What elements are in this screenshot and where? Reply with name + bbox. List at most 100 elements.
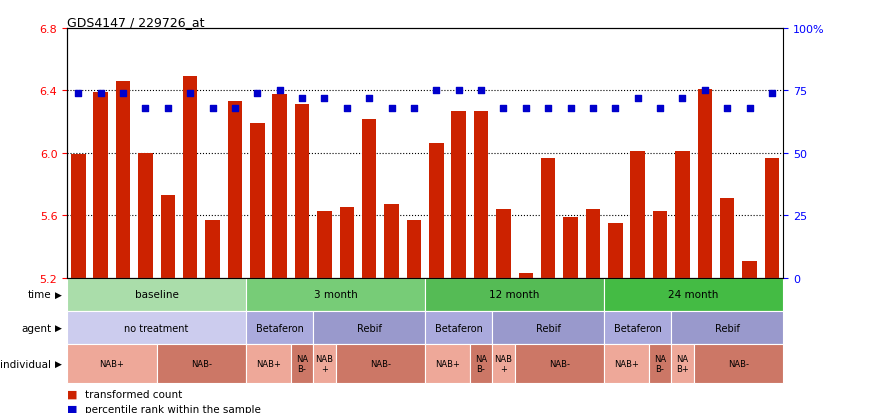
Bar	[451, 112, 466, 278]
Bar	[648, 344, 670, 383]
Bar	[763, 158, 779, 278]
Text: NA
B-: NA B-	[296, 354, 308, 373]
Text: NAB+: NAB+	[434, 359, 460, 368]
Bar	[607, 223, 622, 278]
Point	[697, 88, 712, 95]
Text: no treatment: no treatment	[124, 323, 189, 333]
Point	[406, 105, 420, 112]
Bar	[540, 158, 555, 278]
Text: transformed count: transformed count	[85, 389, 182, 399]
Text: Rebif: Rebif	[714, 323, 738, 333]
Point	[182, 90, 197, 97]
Point	[138, 105, 152, 112]
Point	[272, 88, 286, 95]
Bar	[719, 199, 734, 278]
Point	[674, 95, 688, 102]
Bar	[313, 311, 425, 344]
Text: NAB
+: NAB +	[493, 354, 512, 373]
Bar	[406, 221, 421, 278]
Bar	[693, 344, 782, 383]
Bar	[428, 144, 443, 278]
Bar	[335, 344, 425, 383]
Bar	[603, 344, 648, 383]
Text: NAB-: NAB-	[727, 359, 748, 368]
Text: Rebif: Rebif	[357, 323, 381, 333]
Point	[495, 105, 510, 112]
Point	[474, 88, 488, 95]
Bar	[246, 344, 291, 383]
Point	[451, 88, 465, 95]
Bar	[205, 221, 220, 278]
Bar	[67, 344, 156, 383]
Point	[741, 105, 755, 112]
Point	[205, 105, 219, 112]
Text: Betaferon: Betaferon	[613, 323, 661, 333]
Text: Rebif: Rebif	[536, 323, 560, 333]
Text: ■: ■	[67, 404, 78, 413]
Point	[94, 90, 107, 97]
Point	[763, 90, 778, 97]
Point	[608, 105, 622, 112]
Text: 3 month: 3 month	[314, 290, 357, 300]
Bar	[469, 344, 492, 383]
Bar	[156, 344, 246, 383]
Text: percentile rank within the sample: percentile rank within the sample	[85, 404, 261, 413]
Text: NAB+: NAB+	[256, 359, 281, 368]
Bar	[603, 311, 670, 344]
Text: ▶: ▶	[55, 290, 62, 299]
Bar	[339, 208, 354, 278]
Bar	[67, 311, 246, 344]
Bar	[473, 112, 488, 278]
Bar	[361, 119, 376, 278]
Bar	[696, 90, 712, 278]
Bar	[670, 311, 782, 344]
Text: NAB+: NAB+	[613, 359, 638, 368]
Point	[249, 90, 265, 97]
Bar	[384, 205, 399, 278]
Text: NAB+: NAB+	[99, 359, 124, 368]
Point	[115, 90, 131, 97]
Text: ▶: ▶	[55, 359, 62, 368]
Text: 12 month: 12 month	[489, 290, 539, 300]
Point	[384, 105, 399, 112]
Bar	[492, 344, 514, 383]
Point	[585, 105, 599, 112]
Bar	[160, 195, 175, 278]
Point	[429, 88, 443, 95]
Text: Betaferon: Betaferon	[434, 323, 482, 333]
Text: ■: ■	[67, 389, 78, 399]
Point	[161, 105, 175, 112]
Text: time: time	[28, 290, 51, 300]
Bar	[272, 94, 287, 278]
Point	[339, 105, 353, 112]
Point	[652, 105, 666, 112]
Text: NAB-: NAB-	[369, 359, 391, 368]
Bar	[514, 344, 603, 383]
Bar	[246, 311, 313, 344]
Bar	[562, 217, 578, 278]
Bar	[294, 105, 309, 278]
Point	[518, 105, 532, 112]
Bar	[603, 278, 782, 311]
Text: NA
B-: NA B-	[475, 354, 486, 373]
Text: GDS4147 / 229726_at: GDS4147 / 229726_at	[67, 16, 205, 29]
Point	[294, 95, 309, 102]
Text: NAB-: NAB-	[190, 359, 212, 368]
Bar	[291, 344, 313, 383]
Bar	[67, 278, 246, 311]
Point	[563, 105, 578, 112]
Text: Betaferon: Betaferon	[256, 323, 303, 333]
Bar	[138, 154, 153, 278]
Text: individual: individual	[0, 359, 51, 369]
Bar	[425, 278, 603, 311]
Bar	[93, 93, 108, 278]
Text: 24 month: 24 month	[668, 290, 718, 300]
Point	[629, 95, 644, 102]
Text: baseline: baseline	[134, 290, 179, 300]
Point	[540, 105, 554, 112]
Bar	[227, 102, 242, 278]
Bar	[741, 261, 756, 278]
Bar	[674, 152, 689, 278]
Text: NAB
+: NAB +	[315, 354, 333, 373]
Bar	[652, 211, 667, 278]
